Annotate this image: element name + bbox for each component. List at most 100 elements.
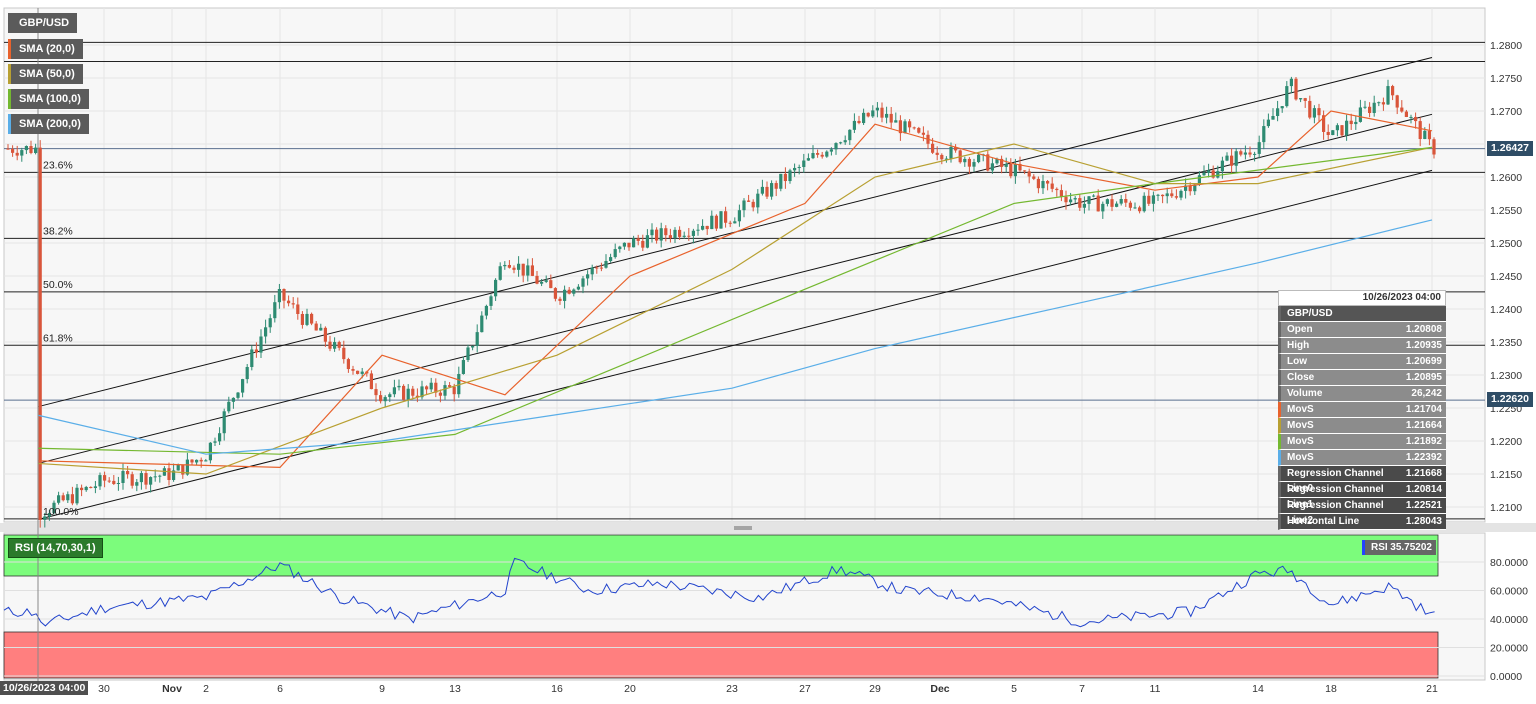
data-window-row: GBP/USD xyxy=(1278,306,1446,322)
candle-body xyxy=(259,336,263,353)
candle-body xyxy=(871,110,875,117)
data-window-label: Open xyxy=(1287,324,1313,335)
candle-body xyxy=(1423,130,1427,140)
candle-body xyxy=(742,200,746,211)
candle-body xyxy=(641,240,645,248)
candle-body xyxy=(1354,121,1358,125)
sma-100-tag[interactable]: SMA (100,0) xyxy=(8,89,89,109)
candle-body xyxy=(250,349,254,368)
candle-body xyxy=(489,296,493,306)
candle-body xyxy=(655,229,659,241)
candle-body xyxy=(222,411,226,434)
candle-body xyxy=(346,359,350,370)
candle-body xyxy=(714,215,718,229)
candle-body xyxy=(1174,196,1178,198)
date-tick-label: 20 xyxy=(624,683,636,695)
price-tick-label: 1.2450 xyxy=(1490,271,1522,283)
candle-body xyxy=(218,433,222,442)
data-window-row: Regression Channel Line2 1.22521 xyxy=(1278,498,1446,526)
candle-body xyxy=(733,221,737,224)
pane-splitter xyxy=(0,523,1536,532)
candle-body xyxy=(820,154,824,157)
candle-body xyxy=(1404,111,1408,117)
candle-body xyxy=(402,385,406,400)
candle-body xyxy=(774,183,778,189)
candle-body xyxy=(857,120,861,124)
candle-body xyxy=(438,392,442,396)
candle-body xyxy=(121,471,125,483)
candle-body xyxy=(15,152,19,156)
date-tick-label: 5 xyxy=(1011,683,1017,695)
candle-body xyxy=(1432,139,1436,155)
candle-body xyxy=(595,267,599,269)
date-axis: 30 Nov 2 6 9 13 16 20 23 27 29 Dec 5 7 11 14 18 21 xyxy=(98,683,1438,695)
candle-body xyxy=(1193,184,1197,192)
candle-body xyxy=(43,516,47,520)
candle-body xyxy=(1253,153,1257,155)
candle-body xyxy=(277,289,281,303)
candle-body xyxy=(369,373,373,390)
candle-body xyxy=(1147,195,1151,204)
data-window-value: 1.21664 xyxy=(1405,420,1442,431)
candle-body xyxy=(1110,199,1114,207)
candle-body xyxy=(517,263,521,270)
candle-body xyxy=(802,160,806,167)
candle-body xyxy=(52,502,56,514)
candle-body xyxy=(972,162,976,167)
data-window-value: 1.21892 xyxy=(1405,436,1442,447)
rsi-name: RSI xyxy=(1371,542,1388,553)
date-tick-label: 21 xyxy=(1426,683,1438,695)
candle-body xyxy=(1414,116,1418,122)
candle-body xyxy=(93,486,97,489)
candle-body xyxy=(599,267,603,269)
candle-body xyxy=(420,386,424,398)
rsi-tag[interactable]: RSI (14,70,30,1) xyxy=(8,538,103,558)
candle-body xyxy=(797,166,801,168)
candle-body xyxy=(1156,194,1160,196)
fib-label: 100.0% xyxy=(43,506,79,518)
candle-body xyxy=(586,274,590,279)
sma-20-tag[interactable]: SMA (20,0) xyxy=(8,39,83,59)
price-tick-label: 1.2150 xyxy=(1490,469,1522,481)
candle-body xyxy=(609,257,613,262)
candle-body xyxy=(1285,86,1289,107)
candle-body xyxy=(333,342,337,349)
candle-body xyxy=(443,385,447,396)
symbol-tag[interactable]: GBP/USD xyxy=(8,13,78,33)
data-window-value: 1.21668 xyxy=(1405,468,1442,479)
candle-body xyxy=(816,153,820,155)
candle-body xyxy=(1170,193,1174,197)
candle-body xyxy=(760,186,764,194)
rsi-tick-label: 80.0000 xyxy=(1490,557,1528,569)
sma-50-tag[interactable]: SMA (50,0) xyxy=(8,64,83,84)
sma-200-tag[interactable]: SMA (200,0) xyxy=(8,114,89,134)
candle-body xyxy=(1317,108,1321,116)
candle-body xyxy=(1018,163,1022,171)
candle-body xyxy=(530,265,534,276)
candle-body xyxy=(618,246,622,250)
data-window-label: Regression Channel Line0 xyxy=(1287,468,1384,494)
candle-body xyxy=(756,193,760,208)
candle-body xyxy=(1179,190,1183,198)
candle-body xyxy=(273,302,277,319)
date-tick-label: 6 xyxy=(277,683,283,695)
candle-body xyxy=(1023,170,1027,172)
candle-body xyxy=(208,442,212,461)
candle-body xyxy=(342,347,346,360)
channel-lower xyxy=(37,169,1433,521)
candle-body xyxy=(921,132,925,135)
candle-body xyxy=(967,158,971,167)
candle-body xyxy=(664,228,668,236)
candle-body xyxy=(126,471,130,475)
sma-200-line xyxy=(37,219,1433,455)
candle-body xyxy=(549,280,553,289)
price-tick-label: 1.2100 xyxy=(1490,502,1522,514)
candle-body xyxy=(1000,158,1004,167)
candle-body xyxy=(1064,196,1068,203)
data-window-row: MovS 1.21704 xyxy=(1278,402,1446,418)
candle-body xyxy=(181,464,185,475)
candle-body xyxy=(1087,196,1091,204)
candle-body xyxy=(84,486,88,491)
